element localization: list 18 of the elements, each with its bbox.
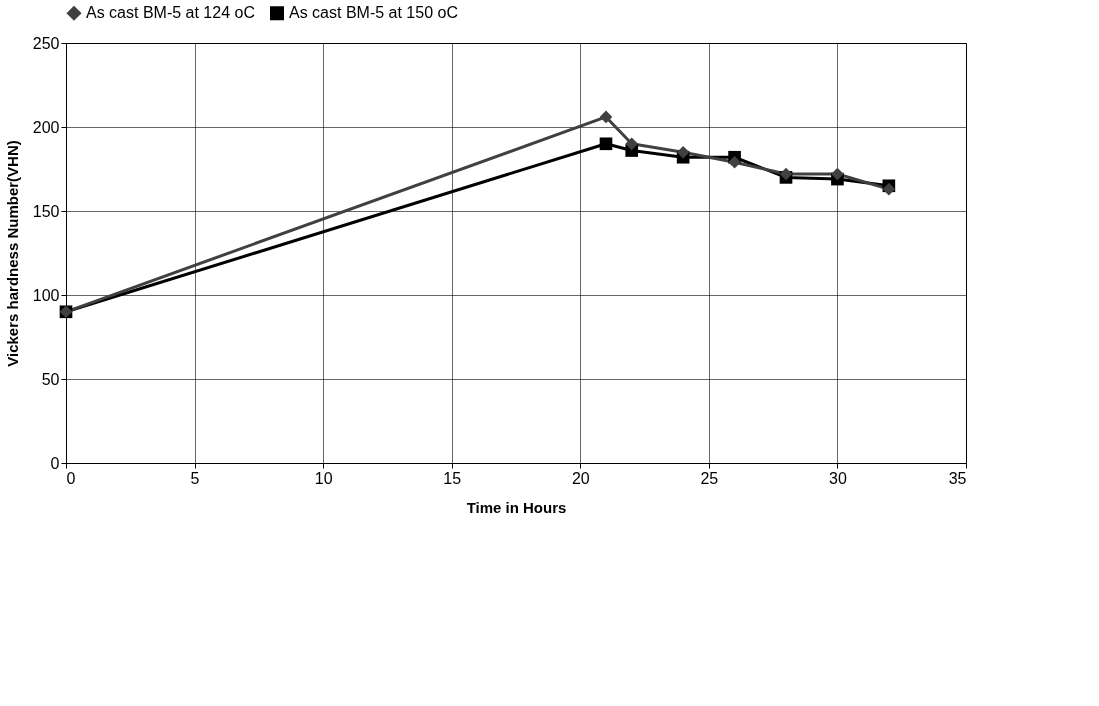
y-tick-label: 0 — [50, 454, 60, 472]
legend-label: As cast BM-5 at 150 oC — [289, 4, 458, 22]
y-tick-label: 250 — [32, 34, 60, 52]
y-axis-title: Vickers hardness Number(VHN) — [3, 140, 21, 367]
x-tick-label: 20 — [571, 469, 590, 487]
y-tick-label: 150 — [32, 202, 60, 220]
legend-label: As cast BM-5 at 124 oC — [86, 4, 255, 22]
x-tick-label: 10 — [314, 469, 333, 487]
x-tick-label: 30 — [829, 469, 847, 487]
x-tick-label: 25 — [700, 469, 719, 487]
x-tick-label: 0 — [66, 469, 76, 487]
x-tick-label: 35 — [948, 469, 967, 487]
x-tick-label: 15 — [443, 469, 462, 487]
y-tick-label: 50 — [41, 370, 60, 388]
x-axis-title: Time in Hours — [466, 498, 567, 516]
x-tick-label: 5 — [190, 469, 200, 487]
y-tick-label: 100 — [32, 286, 60, 304]
y-tick-label: 200 — [32, 118, 60, 136]
